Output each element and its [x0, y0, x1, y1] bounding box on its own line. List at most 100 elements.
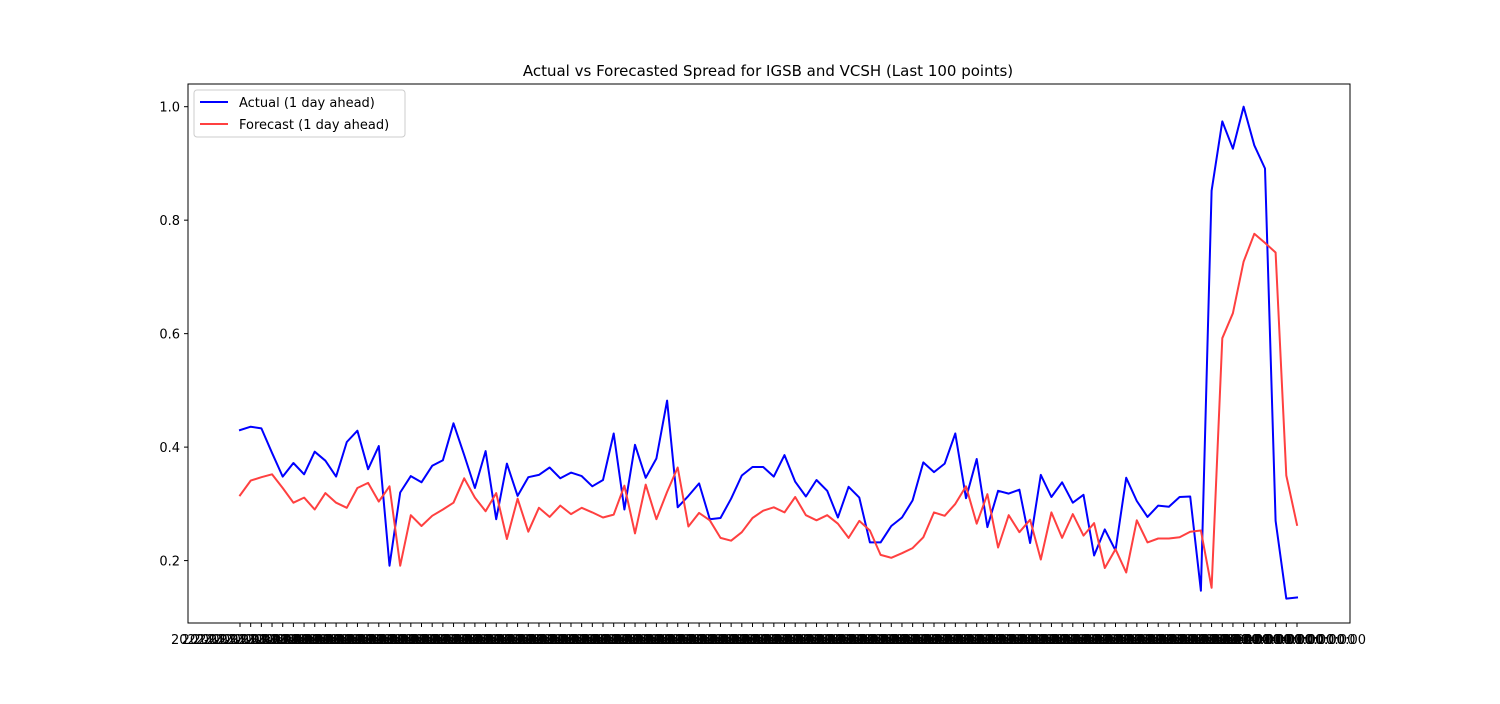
x-tick-label: 2022-01-01 00:00:00: [406, 633, 544, 648]
x-tick-label: 2022-01-01 00:00:00: [577, 633, 715, 648]
y-tick-label: 0.2: [159, 555, 180, 570]
x-tick-label: 2022-01-01 00:00:00: [1217, 633, 1355, 648]
series-layer: [238, 105, 1299, 600]
x-tick-label: 2022-01-01 00:00:00: [769, 633, 907, 648]
x-tick-label: 2022-01-01 00:00:00: [384, 633, 522, 648]
x-tick-label: 2022-01-01 00:00:00: [822, 633, 960, 648]
x-tick-label: 2022-01-01 00:00:00: [940, 633, 1078, 648]
x-tick-label: 2022-01-01 00:00:00: [1068, 633, 1206, 648]
series-line-forecast: [238, 232, 1299, 589]
x-tick-label: 2022-01-01 00:00:00: [715, 633, 853, 648]
x-tick-label: 2022-01-01 00:00:00: [780, 633, 918, 648]
x-tick-label: 2022-01-01 00:00:00: [587, 633, 725, 648]
legend-box: [193, 89, 406, 138]
x-tick-label: 2022-01-01 00:00:00: [1196, 633, 1334, 648]
x-tick-label: 2022-01-01 00:00:00: [278, 633, 416, 648]
x-tick-label: 2022-01-01 00:00:00: [1014, 633, 1152, 648]
x-tick-label: 2022-01-01 00:00:00: [961, 633, 1099, 648]
x-tick-label: 2022-01-01 00:00:00: [331, 633, 469, 648]
x-tick-label: 2022-01-01 00:00:00: [1228, 633, 1366, 648]
x-tick-label: 2022-01-01 00:00:00: [1207, 633, 1345, 648]
x-tick-label: 2022-01-01 00:00:00: [1057, 633, 1195, 648]
x-tick-label: 2022-01-01 00:00:00: [1153, 633, 1291, 648]
x-tick-label: 2022-01-01 00:00:00: [1175, 633, 1313, 648]
x-tick-label: 2022-01-01 00:00:00: [395, 633, 533, 648]
x-tick-label: 2022-01-01 00:00:00: [886, 633, 1024, 648]
x-tick-label: 2022-01-01 00:00:00: [982, 633, 1120, 648]
x-tick-label: 2022-01-01 00:00:00: [320, 633, 458, 648]
x-tick-label: 2022-01-01 00:00:00: [1036, 633, 1174, 648]
x-tick-label: 2022-01-01 00:00:00: [192, 633, 330, 648]
x-tick-label: 2022-01-01 00:00:00: [427, 633, 565, 648]
x-tick-label: 2022-01-01 00:00:00: [1185, 633, 1323, 648]
legend-label-actual: Actual (1 day ahead): [239, 96, 375, 111]
x-tick-label: 2022-01-01 00:00:00: [513, 633, 651, 648]
x-tick-label: 2022-01-01 00:00:00: [1132, 633, 1270, 648]
x-tick-label: 2022-01-01 00:00:00: [523, 633, 661, 648]
series-line-actual: [238, 105, 1299, 600]
chart-title: Actual vs Forecasted Spread for IGSB and…: [523, 62, 1013, 80]
x-tick-label: 2022-01-01 00:00:00: [203, 633, 341, 648]
x-tick-label: 2022-01-01 00:00:00: [619, 633, 757, 648]
x-tick-label: 2022-01-01 00:00:00: [651, 633, 789, 648]
x-tick-label: 2022-01-01 00:00:00: [865, 633, 1003, 648]
x-tick-label: 2022-01-01 00:00:00: [662, 633, 800, 648]
x-tick-label: 2022-01-01 00:00:00: [555, 633, 693, 648]
x-tick-label: 2022-01-01 00:00:00: [726, 633, 864, 648]
x-tick-label: 2022-01-01 00:00:00: [609, 633, 747, 648]
x-tick-label: 2022-01-01 00:00:00: [363, 633, 501, 648]
x-tick-label: 2022-01-01 00:00:00: [459, 633, 597, 648]
x-tick-label: 2022-01-01 00:00:00: [844, 633, 982, 648]
x-tick-label: 2022-01-01 00:00:00: [929, 633, 1067, 648]
x-tick-label: 2022-01-01 00:00:00: [470, 633, 608, 648]
x-tick-label: 2022-01-01 00:00:00: [598, 633, 736, 648]
y-axis: 0.2 0.4 0.6 0.8 1.0: [159, 101, 188, 570]
x-tick-label: 2022-01-01 00:00:00: [224, 633, 362, 648]
x-tick-label: 2022-01-01 00:00:00: [438, 633, 576, 648]
x-tick-label: 2022-01-01 00:00:00: [182, 633, 320, 648]
x-tick-label: 2022-01-01 00:00:00: [641, 633, 779, 648]
x-tick-label: 2022-01-01 00:00:00: [812, 633, 950, 648]
x-tick-label: 2022-01-01 00:00:00: [1046, 633, 1184, 648]
x-tick-label: 2022-01-01 00:00:00: [342, 633, 480, 648]
legend-label-forecast: Forecast (1 day ahead): [239, 118, 389, 133]
x-tick-label: 2022-01-01 00:00:00: [972, 633, 1110, 648]
x-tick-label: 2022-01-01 00:00:00: [566, 633, 704, 648]
x-tick-label: 2022-01-01 00:00:00: [876, 633, 1014, 648]
x-tick-label: 2022-01-01 00:00:00: [1121, 633, 1259, 648]
y-tick-label: 0.8: [159, 214, 180, 229]
x-tick-label: 2022-01-01 00:00:00: [908, 633, 1046, 648]
x-tick-label: 2022-01-01 00:00:00: [801, 633, 939, 648]
x-tick-label: 2022-01-01 00:00:00: [758, 633, 896, 648]
x-tick-label: 2022-01-01 00:00:00: [833, 633, 971, 648]
plot-area: [187, 83, 1351, 624]
x-tick-label: 2022-01-01 00:00:00: [545, 633, 683, 648]
x-tick-label: 2022-01-01 00:00:00: [1164, 633, 1302, 648]
x-tick-label: 2022-01-01 00:00:00: [246, 633, 384, 648]
y-tick-label: 0.6: [159, 328, 180, 343]
x-tick-label: 2022-01-01 00:00:00: [950, 633, 1088, 648]
x-tick-label: 2022-01-01 00:00:00: [267, 633, 405, 648]
x-tick-label: 2022-01-01 00:00:00: [374, 633, 512, 648]
x-tick-label: 2022-01-01 00:00:00: [214, 633, 352, 648]
x-tick-label: 2022-01-01 00:00:00: [502, 633, 640, 648]
x-tick-label: 2022-01-01 00:00:00: [1004, 633, 1142, 648]
x-tick-label: 2022-01-01 00:00:00: [288, 633, 426, 648]
x-tick-label: 2022-01-01 00:00:00: [918, 633, 1056, 648]
x-tick-label: 2022-01-01 00:00:00: [417, 633, 555, 648]
x-tick-label: 2022-01-01 00:00:00: [673, 633, 811, 648]
y-tick-label: 1.0: [159, 101, 180, 116]
x-tick-label: 2022-01-01 00:00:00: [705, 633, 843, 648]
x-tick-label: 2022-01-01 00:00:00: [534, 633, 672, 648]
x-tick-label: 2022-01-01 00:00:00: [352, 633, 490, 648]
x-tick-label: 2022-01-01 00:00:00: [1089, 633, 1227, 648]
x-tick-label: 2022-01-01 00:00:00: [694, 633, 832, 648]
x-tick-label: 2022-01-01 00:00:00: [481, 633, 619, 648]
x-tick-label: 2022-01-01 00:00:00: [683, 633, 821, 648]
x-tick-label: 2022-01-01 00:00:00: [790, 633, 928, 648]
x-tick-label: 2022-01-01 00:00:00: [630, 633, 768, 648]
x-tick-label: 2022-01-01 00:00:00: [1078, 633, 1216, 648]
y-tick-label: 0.4: [159, 441, 180, 456]
x-tick-label: 2022-01-01 00:00:00: [993, 633, 1131, 648]
